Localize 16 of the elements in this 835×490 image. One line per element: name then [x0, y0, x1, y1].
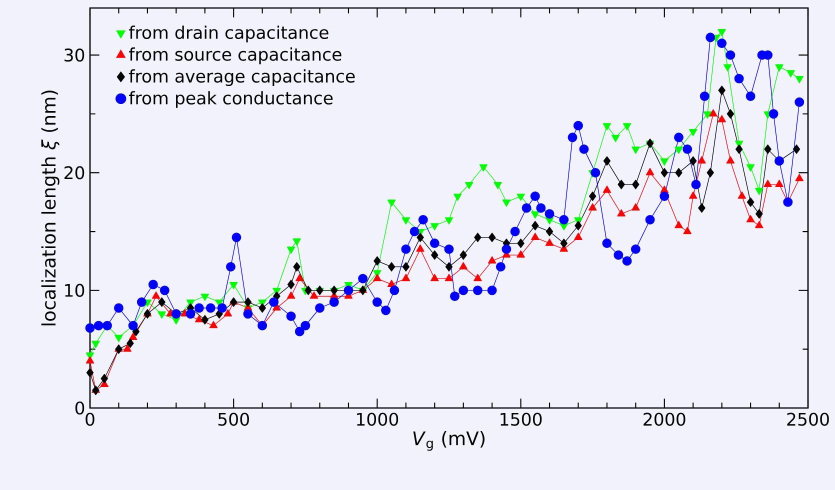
x-tick-label: 500 [218, 412, 249, 426]
y-tick-label: 10 [65, 284, 84, 297]
y-tick-label: 0 [75, 401, 84, 415]
legend-label: from average capacitance [129, 69, 355, 86]
legend-label: from drain capacitance [129, 26, 328, 42]
legend-label: from peak conductance [129, 91, 333, 108]
y-tick-label: 30 [64, 48, 84, 62]
x-tick-label: 2000 [644, 412, 686, 426]
x-axis-title: V$_{g}$ (mV) [413, 430, 485, 451]
y-tick-label: 20 [64, 166, 84, 180]
legend-label: from source capacitance [129, 47, 342, 64]
x-tick-label: 0 [86, 412, 94, 426]
y-axis-title: localization length ξ (nm) [41, 90, 60, 326]
x-tick-label: 1000 [357, 412, 398, 426]
x-tick-label: 1500 [500, 412, 542, 426]
x-tick-label: 2500 [787, 412, 829, 426]
